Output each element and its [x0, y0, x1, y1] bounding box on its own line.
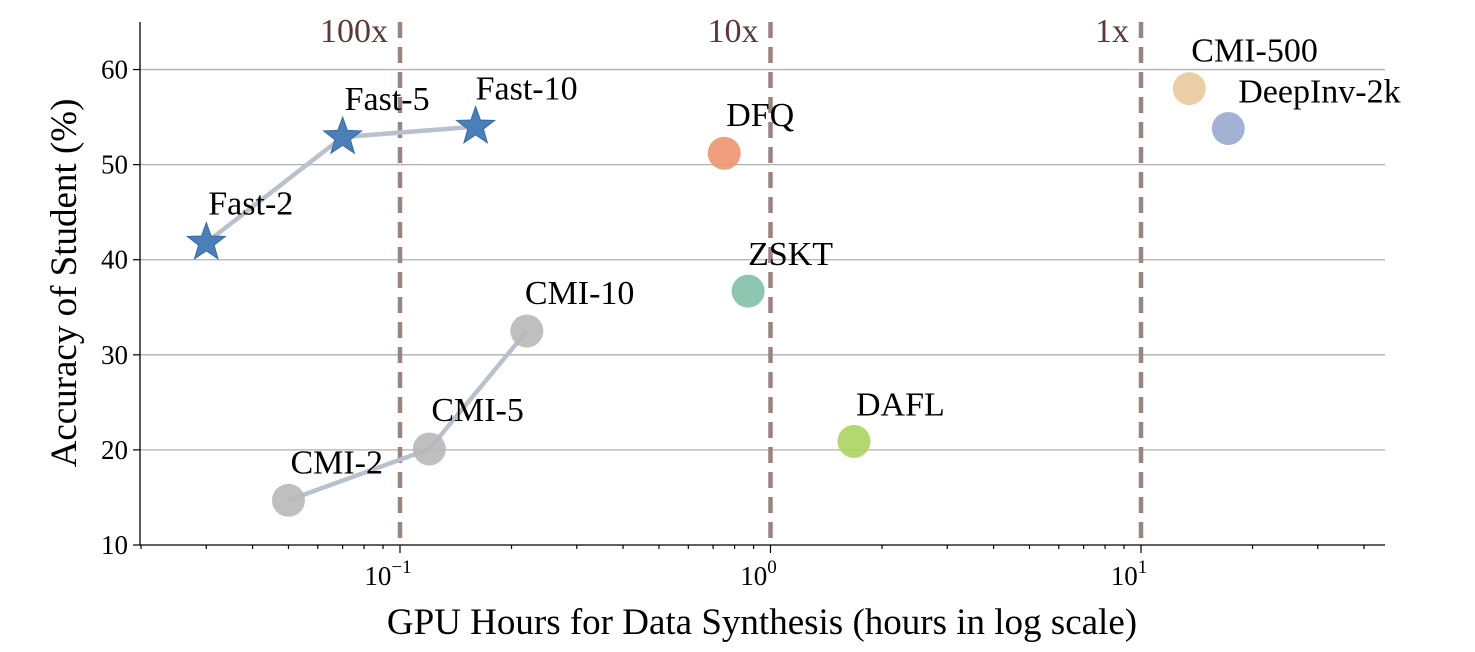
label-dafl: DAFL: [856, 386, 945, 423]
label-cmi-2: CMI-2: [290, 444, 383, 481]
label-fast-5: Fast-5: [345, 81, 430, 118]
point-deepinv-2k: [1211, 112, 1245, 146]
x-tick-label-0: 100: [740, 557, 777, 591]
label-dfq: DFQ: [726, 97, 794, 134]
point-cmi-2: [271, 483, 305, 517]
reference-lines: 100x 10x 1x: [320, 13, 1144, 545]
point-fast-10: [455, 105, 497, 144]
point-fast-5: [322, 115, 363, 155]
y-tick-label-50: 50: [101, 150, 128, 180]
y-tick-label-60: 60: [101, 55, 128, 85]
point-cmi-10: [510, 314, 544, 348]
grid-lines: [140, 68, 1385, 451]
y-tick-label-20: 20: [101, 435, 128, 465]
point-cmi-500: [1172, 72, 1206, 106]
y-tick-label-40: 40: [101, 245, 128, 275]
point-zskt: [731, 274, 765, 308]
reference-label-100x: 100x: [320, 13, 388, 50]
label-deepinv-2k: DeepInv-2k: [1238, 74, 1400, 111]
reference-label-1x: 1x: [1095, 13, 1129, 50]
label-cmi-500: CMI-500: [1191, 33, 1318, 70]
label-cmi-10: CMI-10: [525, 275, 635, 312]
point-dfq: [707, 136, 741, 170]
point-fast-2: [185, 221, 227, 260]
reference-label-10x: 10x: [708, 13, 759, 50]
data-points: [185, 72, 1245, 517]
point-cmi-5: [412, 432, 446, 466]
x-tick-label-1: 10−1: [364, 557, 411, 591]
x-axis-label: GPU Hours for Data Synthesis (hours in l…: [387, 602, 1137, 643]
point-dafl: [837, 424, 871, 458]
label-zskt: ZSKT: [748, 236, 833, 273]
x-tick-label-1: 101: [1111, 557, 1148, 591]
y-tick-label-10: 10: [101, 530, 128, 560]
label-fast-10: Fast-10: [476, 71, 578, 108]
point-labels: Fast-2 Fast-5 Fast-10 CMI-2 CMI-5 CMI-10 DFQ ZS…: [208, 33, 1400, 482]
axes: 10 20 30 40 50 60 10−1 100 101: [101, 22, 1385, 591]
label-fast-2: Fast-2: [208, 186, 293, 223]
y-tick-label-30: 30: [101, 340, 128, 370]
y-axis-label: Accuracy of Student (%): [44, 99, 85, 468]
label-cmi-5: CMI-5: [431, 392, 524, 429]
